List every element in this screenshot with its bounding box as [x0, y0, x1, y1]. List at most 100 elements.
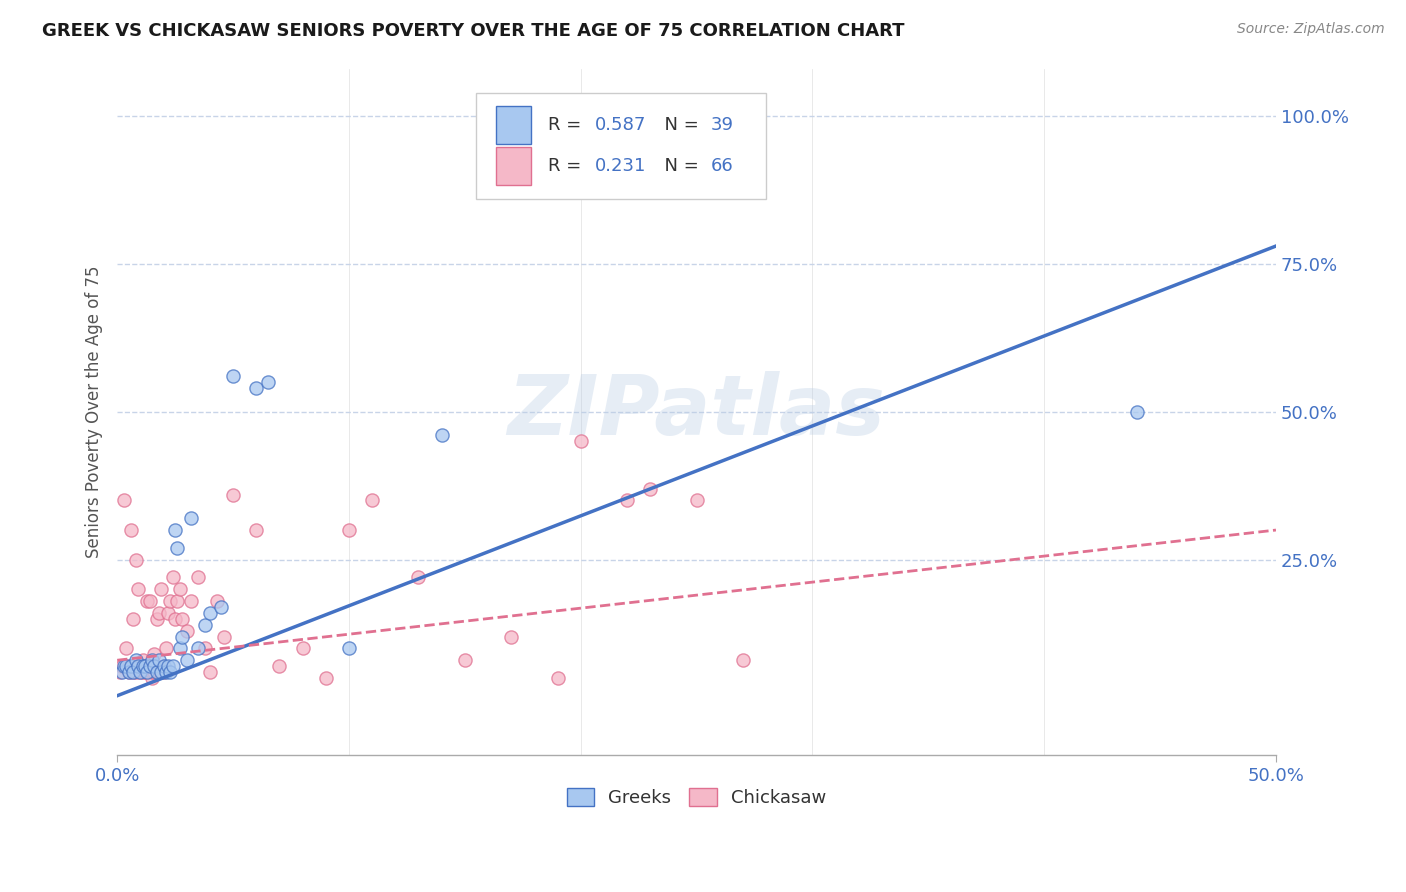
Point	[157, 606, 180, 620]
Point	[136, 665, 159, 679]
Point	[569, 434, 592, 449]
Point	[108, 665, 131, 679]
Legend: Greeks, Chickasaw: Greeks, Chickasaw	[560, 780, 834, 814]
Point	[222, 487, 245, 501]
Point	[152, 659, 174, 673]
Point	[148, 665, 170, 679]
Point	[162, 659, 184, 673]
Point	[118, 659, 141, 673]
Point	[141, 671, 163, 685]
Point	[129, 665, 152, 679]
Point	[127, 659, 149, 673]
Point	[162, 570, 184, 584]
Point	[245, 381, 267, 395]
Point	[138, 659, 160, 673]
Point	[169, 582, 191, 597]
Point	[172, 612, 194, 626]
Point	[111, 665, 134, 679]
Point	[157, 659, 180, 673]
Point	[112, 659, 135, 673]
Point	[337, 523, 360, 537]
Point	[547, 671, 569, 685]
Point	[685, 493, 707, 508]
Point	[150, 665, 173, 679]
Point	[141, 653, 163, 667]
Text: 39: 39	[710, 116, 734, 134]
Point	[211, 599, 233, 614]
Point	[129, 665, 152, 679]
Point	[131, 659, 153, 673]
Point	[165, 612, 187, 626]
Point	[638, 482, 661, 496]
Point	[315, 671, 337, 685]
Point	[112, 493, 135, 508]
Point	[136, 665, 159, 679]
Point	[143, 665, 166, 679]
Point	[616, 493, 638, 508]
Point	[245, 523, 267, 537]
Point	[198, 665, 221, 679]
Point	[205, 594, 228, 608]
Point	[131, 653, 153, 667]
Y-axis label: Seniors Poverty Over the Age of 75: Seniors Poverty Over the Age of 75	[86, 266, 103, 558]
Point	[148, 653, 170, 667]
Point	[134, 665, 156, 679]
Point	[150, 665, 173, 679]
Point	[159, 594, 181, 608]
Point	[125, 653, 148, 667]
Text: GREEK VS CHICKASAW SENIORS POVERTY OVER THE AGE OF 75 CORRELATION CHART: GREEK VS CHICKASAW SENIORS POVERTY OVER …	[42, 22, 904, 40]
Point	[269, 659, 291, 673]
Point	[122, 612, 145, 626]
Point	[194, 617, 217, 632]
Text: N =: N =	[652, 116, 704, 134]
Point	[143, 659, 166, 673]
Point	[159, 665, 181, 679]
Point	[115, 659, 138, 673]
Point	[212, 630, 235, 644]
Point	[141, 665, 163, 679]
Point	[165, 523, 187, 537]
Point	[169, 641, 191, 656]
Point	[118, 665, 141, 679]
Text: Source: ZipAtlas.com: Source: ZipAtlas.com	[1237, 22, 1385, 37]
Point	[125, 665, 148, 679]
Point	[155, 665, 177, 679]
Point	[166, 541, 188, 555]
Text: R =: R =	[548, 116, 588, 134]
Point	[187, 641, 209, 656]
Point	[187, 570, 209, 584]
Point	[122, 665, 145, 679]
Point	[198, 606, 221, 620]
Point	[143, 648, 166, 662]
Point	[256, 375, 278, 389]
Point	[118, 665, 141, 679]
Point	[172, 630, 194, 644]
Point	[291, 641, 314, 656]
Point	[120, 659, 142, 673]
Point	[111, 659, 134, 673]
Point	[152, 659, 174, 673]
Point	[145, 665, 167, 679]
Point	[122, 665, 145, 679]
Point	[145, 612, 167, 626]
Point	[430, 428, 453, 442]
Point	[136, 594, 159, 608]
Point	[131, 665, 153, 679]
Point	[180, 594, 202, 608]
Point	[501, 630, 523, 644]
Point	[180, 511, 202, 525]
Point	[150, 582, 173, 597]
FancyBboxPatch shape	[496, 106, 531, 144]
Point	[152, 665, 174, 679]
Text: 0.231: 0.231	[595, 157, 645, 176]
Point	[1126, 405, 1149, 419]
Point	[120, 523, 142, 537]
Point	[129, 659, 152, 673]
Point	[361, 493, 384, 508]
Point	[454, 653, 477, 667]
Point	[222, 369, 245, 384]
Point	[155, 641, 177, 656]
Point	[134, 659, 156, 673]
Text: N =: N =	[652, 157, 704, 176]
Point	[134, 659, 156, 673]
